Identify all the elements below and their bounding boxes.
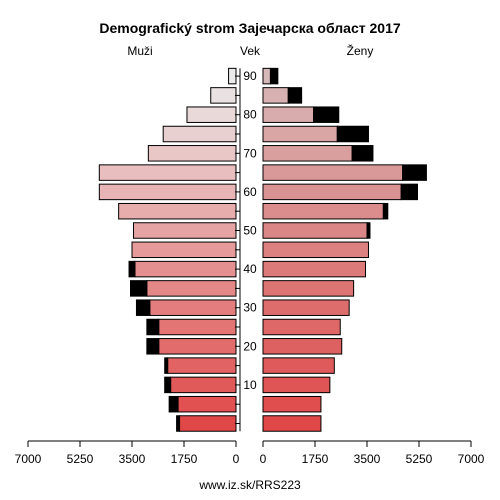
male-bar-65-69 — [98, 164, 237, 181]
female-bar-70-74 — [262, 145, 353, 162]
male-excess-bar-35-39 — [130, 280, 148, 297]
female-excess-bar-75-79 — [336, 125, 369, 143]
female-bar-0-4 — [262, 415, 322, 432]
male-bar-50-54 — [132, 222, 237, 239]
male-excess-bar-15-19 — [164, 357, 169, 374]
male-bar-70-74 — [147, 145, 237, 162]
female-bar-75-79 — [262, 125, 338, 143]
male-bar-90+ — [228, 67, 237, 85]
female-excess-bar-90+ — [269, 67, 279, 85]
age-tick-label: 50 — [243, 224, 257, 238]
male-bar-10-14 — [170, 376, 237, 394]
male-bar-20-24 — [158, 338, 237, 355]
female-bar-35-39 — [262, 280, 355, 297]
age-tick-label: 40 — [243, 262, 257, 276]
age-tick-label: 20 — [243, 339, 257, 353]
x-axis-female: 0 1750 3500 5250 7000 — [260, 440, 485, 466]
male-excess-bar-10-14 — [164, 376, 172, 394]
female-bar-85-89 — [262, 87, 289, 104]
female-bar-30-34 — [262, 299, 350, 316]
male-excess-bar-5-9 — [168, 395, 179, 413]
male-excess-bar-20-24 — [146, 338, 160, 355]
x-tick-label-female: 1750 — [302, 452, 329, 466]
x-tick-label-female: 5250 — [406, 452, 433, 466]
age-tick-label: 90 — [243, 69, 257, 83]
male-bar-0-4 — [179, 415, 237, 432]
female-bar-50-54 — [262, 222, 368, 239]
female-excess-bar-65-69 — [402, 164, 427, 181]
age-tick-label: 80 — [243, 108, 257, 122]
x-tick-label-female: 7000 — [458, 452, 485, 466]
female-excess-bar-50-54 — [366, 222, 371, 239]
male-bar-55-59 — [118, 202, 237, 220]
male-bar-85-89 — [210, 87, 237, 104]
x-tick-label-male: 3500 — [119, 452, 146, 466]
chart-footer: www.iz.sk/RRS223 — [198, 478, 301, 492]
female-label: Ženy — [347, 43, 374, 58]
x-tick-label-male: 1750 — [171, 452, 198, 466]
chart-title: Demografický strom Зајечарска област 201… — [99, 20, 401, 36]
age-tick-label: 30 — [243, 301, 257, 315]
male-bar-5-9 — [177, 395, 237, 413]
x-tick-label-male: 0 — [233, 452, 240, 466]
female-excess-bar-80-84 — [313, 106, 340, 123]
female-bars — [262, 67, 427, 432]
female-bar-5-9 — [262, 395, 322, 413]
x-axis-male: 7000 5250 3500 1750 0 — [15, 440, 240, 466]
age-axis: 10 20 30 40 50 60 70 80 90 — [235, 68, 257, 432]
female-bar-40-44 — [262, 260, 367, 278]
male-excess-bar-40-44 — [128, 260, 136, 278]
age-tick-label: 70 — [243, 146, 257, 160]
female-bar-10-14 — [262, 376, 331, 394]
male-excess-bar-0-4 — [176, 415, 181, 432]
male-bar-35-39 — [146, 280, 237, 297]
male-bars — [98, 67, 237, 432]
female-excess-bar-55-59 — [382, 202, 389, 220]
male-excess-bar-30-34 — [135, 299, 151, 316]
female-bar-60-64 — [262, 183, 402, 201]
male-bar-45-49 — [131, 241, 237, 259]
female-bar-25-29 — [262, 318, 341, 336]
male-bar-75-79 — [162, 125, 237, 143]
female-bar-65-69 — [262, 164, 404, 181]
x-tick-label-female: 3500 — [354, 452, 381, 466]
x-tick-label-male: 5250 — [67, 452, 94, 466]
male-excess-bar-25-29 — [146, 318, 160, 336]
female-bar-45-49 — [262, 241, 369, 259]
x-tick-label-female: 0 — [260, 452, 267, 466]
male-bar-25-29 — [158, 318, 237, 336]
female-bar-55-59 — [262, 202, 384, 220]
male-bar-40-44 — [134, 260, 237, 278]
female-excess-bar-60-64 — [400, 183, 419, 201]
female-bar-20-24 — [262, 338, 343, 355]
age-tick-label: 10 — [243, 378, 257, 392]
male-bar-80-84 — [186, 106, 237, 123]
female-excess-bar-70-74 — [351, 145, 374, 162]
male-label: Muži — [127, 44, 152, 58]
male-bar-30-34 — [149, 299, 237, 316]
age-tick-label: 60 — [243, 185, 257, 199]
female-excess-bar-85-89 — [287, 87, 303, 104]
female-bar-80-84 — [262, 106, 315, 123]
female-bar-15-19 — [262, 357, 335, 374]
female-bar-90+ — [262, 67, 271, 85]
male-bar-60-64 — [98, 183, 237, 201]
male-bar-15-19 — [167, 357, 237, 374]
x-tick-label-male: 7000 — [15, 452, 42, 466]
age-axis-label: Vek — [240, 44, 261, 58]
